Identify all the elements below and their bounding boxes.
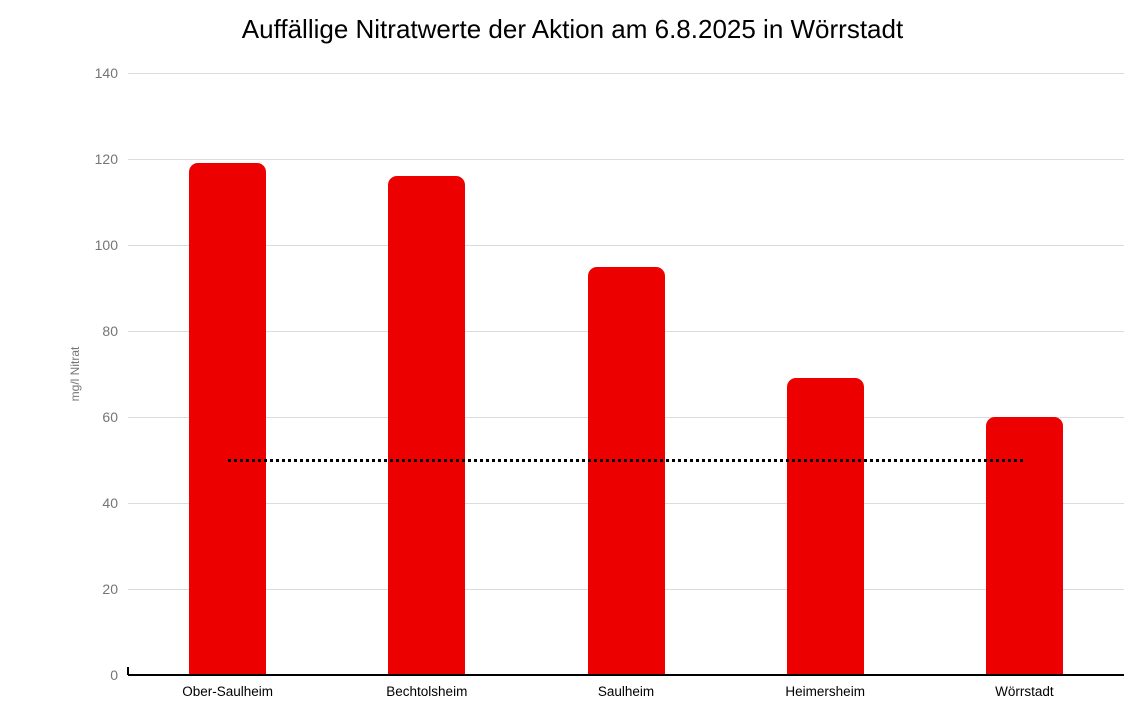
- x-axis-label-bechtolsheim: Bechtolsheim: [386, 684, 468, 699]
- y-tick-label-140: 140: [94, 65, 118, 81]
- x-axis-label-ober-saulheim: Ober-Saulheim: [182, 684, 273, 699]
- y-tick-label-100: 100: [94, 237, 118, 253]
- gridline-140: [128, 72, 1124, 74]
- y-axis-title: mg/l Nitrat: [68, 346, 82, 402]
- y-tick-label-80: 80: [102, 323, 118, 339]
- y-tick-label-60: 60: [102, 409, 118, 425]
- y-tick-label-40: 40: [102, 495, 118, 511]
- y-tick-label-0: 0: [110, 667, 118, 683]
- x-axis-label-heimersheim: Heimersheim: [785, 684, 865, 699]
- y-tick-label-120: 120: [94, 151, 118, 167]
- x-axis-label-saulheim: Saulheim: [597, 684, 655, 699]
- chart-title: Auffällige Nitratwerte der Aktion am 6.8…: [241, 14, 904, 44]
- x-axis-line: [128, 674, 1124, 676]
- reference-line-50: [227, 458, 1025, 462]
- bar-bechtolsheim: [388, 176, 466, 675]
- y-tick-label-20: 20: [102, 581, 118, 597]
- gridline-100: [128, 244, 1124, 246]
- bar-heimersheim: [786, 378, 864, 675]
- gridline-120: [128, 158, 1124, 160]
- y-axis-tick: [127, 667, 129, 675]
- bar-saulheim: [587, 266, 665, 675]
- x-axis-label-worrstadt: Wörrstadt: [995, 684, 1054, 699]
- bar-ober-saulheim: [189, 163, 267, 675]
- bar-worrstadt: [985, 417, 1063, 675]
